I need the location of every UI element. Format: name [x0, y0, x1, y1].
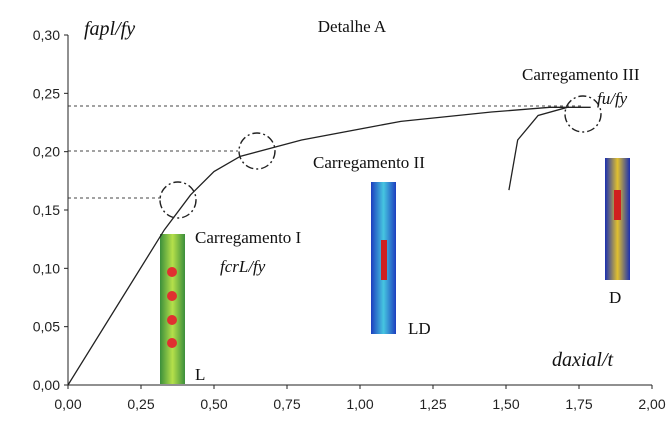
annotation: Carregamento I	[195, 228, 302, 247]
x-tick-label: 1,00	[346, 396, 373, 412]
y-tick-label: 0,25	[33, 85, 60, 101]
y-tick-label: 0,10	[33, 260, 60, 276]
y-tick-label: 0,00	[33, 377, 60, 393]
annotation: fcrL/fy	[220, 257, 266, 276]
annotation: D	[609, 288, 621, 307]
x-label: daxial/t	[552, 349, 614, 371]
annotation: Carregamento II	[313, 153, 425, 172]
x-tick-label: 2,00	[638, 396, 665, 412]
dashed-guides	[68, 106, 582, 198]
annotation: L	[195, 365, 205, 384]
x-tick-label: 0,50	[200, 396, 227, 412]
x-tick-label: 0,00	[54, 396, 81, 412]
y-label: fapl/fy	[84, 18, 135, 40]
annotation: Carregamento III	[522, 65, 640, 84]
annotation: LD	[408, 319, 431, 338]
x-tick-label: 1,25	[419, 396, 446, 412]
y-tick-label: 0,05	[33, 319, 60, 335]
data-line	[68, 107, 591, 385]
chart-title: Detalhe A	[318, 17, 387, 36]
annotation: fu/fy	[597, 89, 628, 108]
x-tick-label: 0,75	[273, 396, 300, 412]
x-tick-label: 1,50	[492, 396, 519, 412]
x-tick-label: 1,75	[565, 396, 592, 412]
y-tick-label: 0,15	[33, 202, 60, 218]
y-tick-label: 0,30	[33, 27, 60, 43]
chart: Detalhe A fapl/fy daxial/t Carregamento …	[0, 0, 672, 422]
y-tick-label: 0,20	[33, 144, 60, 160]
x-tick-label: 0,25	[127, 396, 154, 412]
